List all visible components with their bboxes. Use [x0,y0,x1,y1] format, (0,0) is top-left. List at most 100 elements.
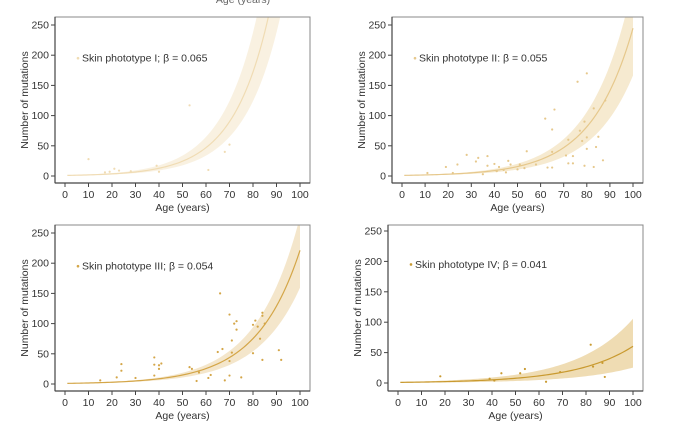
x-tick-label: 30 [130,397,142,409]
y-tick-label: 100 [31,318,49,330]
confidence-band [400,318,633,383]
x-tick-label: 100 [291,397,309,409]
x-tick-label: 20 [439,397,451,409]
data-point [551,166,554,169]
y-axis-label: Number of mutations [19,259,31,356]
x-axis-label: Age (years) [155,410,209,422]
fit-line [404,28,634,176]
data-point [103,171,107,174]
y-tick-label: 150 [364,286,382,298]
data-point [188,104,191,107]
data-point [108,170,111,173]
y-tick-label: 200 [31,258,49,270]
x-tick-label: 10 [416,397,428,409]
data-point [277,349,280,352]
x-tick-label: 90 [271,189,283,201]
data-point [157,170,161,173]
data-point [228,359,231,363]
data-point [546,166,549,169]
x-tick-label: 20 [106,189,118,201]
data-point [219,292,222,295]
data-point [228,313,231,316]
data-point [583,120,586,123]
y-tick-label: 250 [368,20,386,32]
y-tick-label: 50 [374,140,386,152]
x-tick-label: 80 [581,189,593,201]
y-tick-label: 200 [364,256,382,268]
data-point [519,372,522,375]
data-point [240,376,243,379]
x-tick-label: 40 [153,189,165,201]
x-tick-label: 100 [624,397,642,409]
data-point [235,328,238,331]
data-point [488,377,491,380]
fit-line [67,17,269,176]
data-point [507,159,510,162]
data-point [516,168,519,171]
x-tick-label: 70 [224,189,236,201]
data-point [534,163,538,166]
data-point [500,372,503,375]
data-point [251,323,255,326]
y-tick-label: 200 [31,50,49,62]
data-point [280,358,283,361]
data-point [439,375,442,378]
x-tick-label: 60 [535,189,547,201]
data-point [155,164,158,167]
x-tick-label: 100 [291,189,309,201]
panel-phototype-iv: 0 50 100 150 200 250 0 10 20 30 40 50 60 70 80 90 100 Age… [352,224,644,422]
data-point [228,374,231,377]
data-point [493,162,496,166]
data-point [571,162,575,165]
panel-phototype-iii: 0 50 100 150 200 250 0 10 20 30 40 50 60 70 80 90 100 Age… [19,224,311,422]
y-tick-label: 200 [368,50,386,62]
x-tick-label: 0 [399,189,405,201]
legend-annotation: Skin phototype I; β = 0.065 [82,53,208,65]
data-point [117,169,121,172]
data-point [571,154,575,158]
data-point [592,107,595,110]
plot-area [400,318,634,383]
data-point [129,170,132,173]
confidence-band [67,225,300,384]
data-point [120,369,123,372]
x-tick-label: 10 [419,189,431,201]
data-point [254,319,257,322]
x-axis-label: Age (years) [490,202,544,214]
fit-line [400,345,634,383]
x-tick-label: 90 [604,189,616,201]
data-point [486,154,489,158]
data-point [564,154,568,157]
x-tick-label: 70 [224,397,236,409]
data-point [594,145,598,149]
data-point [153,363,156,366]
y-tick-label: 0 [43,379,49,391]
plot-area [67,225,301,384]
confidence-band [404,17,633,176]
x-tick-label: 90 [271,397,283,409]
data-point [99,379,102,382]
data-point [190,367,193,370]
data-point [495,170,498,173]
data-point [223,150,226,153]
data-point [456,163,459,166]
data-point [235,320,238,323]
x-tick-label: 80 [247,189,259,201]
cropped-axis-label: Age (years) [216,0,270,6]
data-point [523,367,527,371]
legend-annotation: Skin phototype III; β = 0.054 [82,261,213,273]
data-point [261,311,264,314]
x-tick-label: 90 [604,397,616,409]
data-point [502,168,505,172]
data-point [477,156,480,159]
data-point [113,167,116,170]
data-point [544,380,548,383]
data-point [221,347,224,351]
data-point [188,365,191,369]
x-tick-label: 70 [558,189,570,201]
x-tick-label: 40 [153,397,165,409]
data-point [230,351,233,354]
x-tick-label: 0 [395,397,401,409]
plot-area [404,17,634,176]
x-tick-label: 50 [177,189,189,201]
